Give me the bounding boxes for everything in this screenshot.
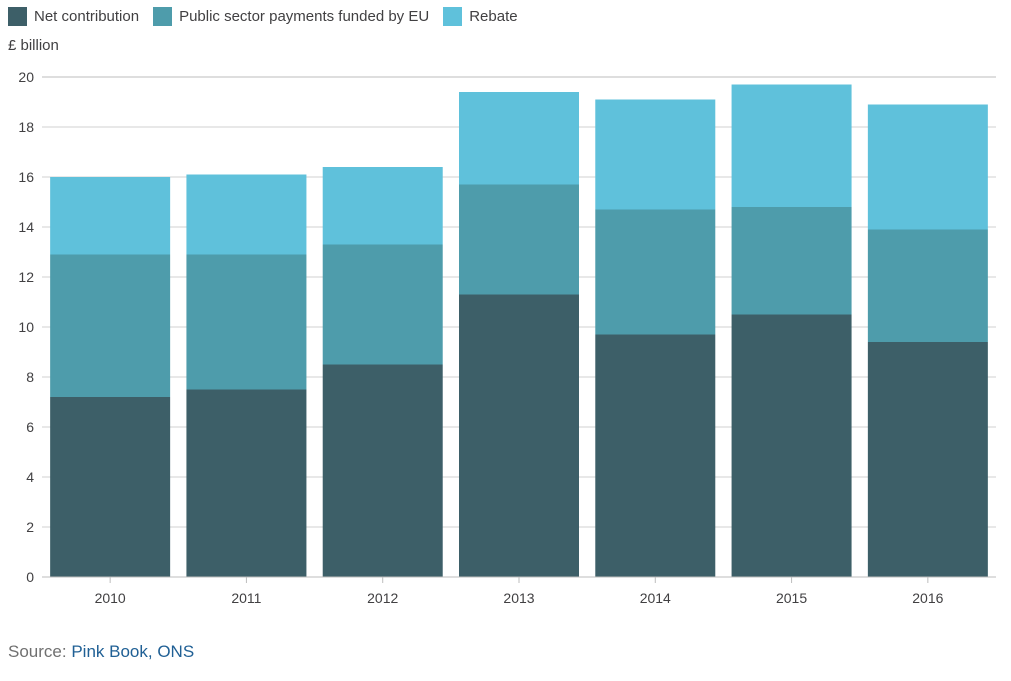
bars <box>50 84 988 578</box>
bar-2010-series-0[interactable] <box>50 397 171 577</box>
bar-2011-series-2[interactable] <box>186 174 307 255</box>
legend-label-rebate: Rebate <box>469 7 518 25</box>
y-tick-label: 4 <box>26 469 34 485</box>
axes: 0 2 4 6 8 10 12 14 16 18 20 2010 2011 2012 2013 2014 201… <box>18 69 996 606</box>
chart-legend: Net contribution Public sector payments … <box>8 4 532 28</box>
bar-2014-series-2[interactable] <box>595 99 716 210</box>
legend-swatch-public-sector-payments <box>153 6 173 26</box>
stacked-bar-chart: 0 2 4 6 8 10 12 14 16 18 20 2010 2011 2012 2013 2014 201… <box>8 37 996 606</box>
legend-item-public-sector-payments[interactable]: Public sector payments funded by EU <box>153 6 430 26</box>
bar-2012-series-1[interactable] <box>322 244 443 365</box>
bar-2014-series-0[interactable] <box>595 334 716 578</box>
legend-item-rebate[interactable]: Rebate <box>443 6 518 26</box>
bar-2015-series-1[interactable] <box>731 207 852 315</box>
y-tick-label: 8 <box>26 369 34 385</box>
bar-2013-series-2[interactable] <box>459 92 579 185</box>
bar-2011-series-0[interactable] <box>186 389 307 578</box>
bar-2011-series-1[interactable] <box>186 254 307 390</box>
bar-2013-series-1[interactable] <box>459 184 579 295</box>
x-tick-label: 2012 <box>367 590 398 606</box>
source-prefix: Source: <box>8 642 67 661</box>
y-tick-label: 18 <box>18 119 34 135</box>
legend-item-net-contribution[interactable]: Net contribution <box>8 6 140 26</box>
legend-label-public-sector-payments: Public sector payments funded by EU <box>179 7 430 25</box>
bar-2013-series-0[interactable] <box>459 294 579 578</box>
legend-swatch-net-contribution <box>8 6 27 26</box>
bar-2016-series-2[interactable] <box>867 104 988 230</box>
bar-2016-series-1[interactable] <box>867 229 988 343</box>
y-tick-label: 6 <box>26 419 34 435</box>
y-tick-label: 20 <box>18 69 34 85</box>
y-tick-label: 16 <box>18 169 34 185</box>
bar-2010-series-1[interactable] <box>50 254 171 398</box>
y-tick-label: 2 <box>26 519 34 535</box>
bar-2010-series-2[interactable] <box>50 177 171 255</box>
y-tick-label: 0 <box>26 569 34 585</box>
y-tick-label: 14 <box>18 219 34 235</box>
legend-swatch-rebate <box>443 6 463 26</box>
bar-2016-series-0[interactable] <box>867 342 988 577</box>
legend-label-net-contribution: Net contribution <box>34 7 140 25</box>
x-tick-label: 2010 <box>95 590 126 606</box>
bar-2012-series-2[interactable] <box>322 167 443 245</box>
source-line: Source: Pink Book, ONS <box>8 642 194 662</box>
bar-2015-series-0[interactable] <box>731 314 852 578</box>
bar-2012-series-0[interactable] <box>322 364 443 578</box>
x-tick-label: 2014 <box>640 590 671 606</box>
bar-2014-series-1[interactable] <box>595 209 716 335</box>
source-link[interactable]: Pink Book, ONS <box>71 642 195 661</box>
y-tick-label: 10 <box>18 319 34 335</box>
y-tick-label: 12 <box>18 269 34 285</box>
x-tick-label: 2015 <box>776 590 807 606</box>
bar-2015-series-2[interactable] <box>731 84 852 208</box>
x-tick-label: 2011 <box>231 590 261 606</box>
x-tick-label: 2016 <box>912 590 943 606</box>
y-axis-label: £ billion <box>8 37 59 54</box>
x-tick-label: 2013 <box>503 590 534 606</box>
